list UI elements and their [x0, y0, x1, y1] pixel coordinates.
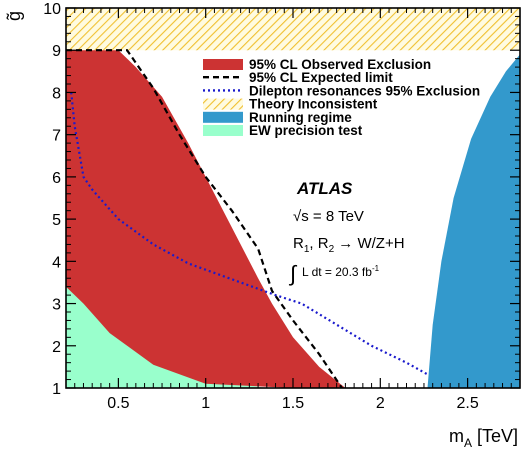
x-axis-title-unit: [TeV] [472, 426, 518, 446]
process-label-mid: , R [309, 235, 328, 252]
legend-item-ew-precision-test: EW precision test [203, 123, 363, 138]
series-dilepton-resonances-95-exclusion [70, 92, 430, 377]
y-tick-label: 3 [52, 297, 61, 314]
luminosity-label-sup: -1 [372, 264, 380, 273]
legend-swatch [203, 125, 243, 136]
y-tick-label: 8 [52, 85, 61, 102]
legend-swatch [203, 111, 243, 123]
legend-label: 95% CL Expected limit [249, 70, 393, 85]
x-axis-title-sub: A [464, 436, 472, 450]
luminosity-label: L dt = 20.3 fb-1 [302, 264, 380, 279]
y-tick-label: 4 [52, 254, 61, 271]
y-tick-label: 6 [52, 170, 61, 187]
x-tick-label: 0.5 [107, 395, 129, 412]
process-label-sub1: 1 [304, 244, 310, 255]
y-axis-title: g̃ [4, 11, 24, 21]
y-tick-label: 9 [52, 43, 61, 60]
process-label-pre: R [293, 235, 304, 252]
legend-label: Running regime [249, 110, 352, 125]
energy-label: √s = 8 TeV [293, 208, 364, 225]
process-label-post: → W/Z+H [334, 235, 404, 252]
legend-swatch [203, 98, 243, 110]
experiment-label: ATLAS [296, 179, 353, 198]
legend-item-running-regime: Running regime [203, 110, 352, 125]
legend-label: Theory Inconsistent [249, 97, 378, 112]
series-theory-inconsistent [66, 8, 520, 51]
x-tick-label: 1 [201, 395, 210, 412]
y-tick-label: 2 [52, 339, 61, 356]
series-95-cl-expected-limit [66, 49, 343, 388]
legend-item-theory-inconsistent: Theory Inconsistent [203, 97, 378, 112]
legend-item-95-cl-expected-limit: 95% CL Expected limit [203, 70, 393, 85]
legend-label: 95% CL Observed Exclusion [249, 57, 431, 72]
ticks-layer: 0.5 1 1.5 2 2.5 1 2 3 4 5 6 7 8 9 10 [43, 1, 521, 412]
x-tick-label: 2 [376, 395, 385, 412]
legend-label: Dilepton resonances 95% Exclusion [249, 83, 480, 98]
process-label: R1, R2 → W/Z+H [293, 235, 405, 255]
integral-symbol: ∫ [288, 261, 298, 286]
y-tick-label: 5 [52, 212, 61, 229]
x-tick-label: 2.5 [456, 395, 478, 412]
series-95-cl-observed-exclusion [66, 50, 346, 388]
luminosity-label-main: L dt = 20.3 fb [302, 265, 372, 279]
legend-label: EW precision test [249, 123, 363, 138]
series-ew-precision-test [66, 229, 267, 388]
y-tick-label: 7 [52, 128, 61, 145]
x-tick-label: 1.5 [282, 395, 304, 412]
y-tick-label: 1 [52, 381, 61, 398]
series-layer [66, 8, 520, 388]
x-axis-title-main: m [449, 426, 464, 446]
x-axis-title: mA [TeV] [449, 426, 518, 450]
legend-item-dilepton-resonances-95-exclusion: Dilepton resonances 95% Exclusion [203, 83, 480, 98]
series-running-regime [427, 54, 520, 388]
legend-swatch [203, 59, 243, 70]
legend-item-95-cl-observed-exclusion: 95% CL Observed Exclusion [203, 57, 431, 72]
process-label-sub2: 2 [329, 244, 335, 255]
y-tick-label: 10 [43, 1, 61, 18]
